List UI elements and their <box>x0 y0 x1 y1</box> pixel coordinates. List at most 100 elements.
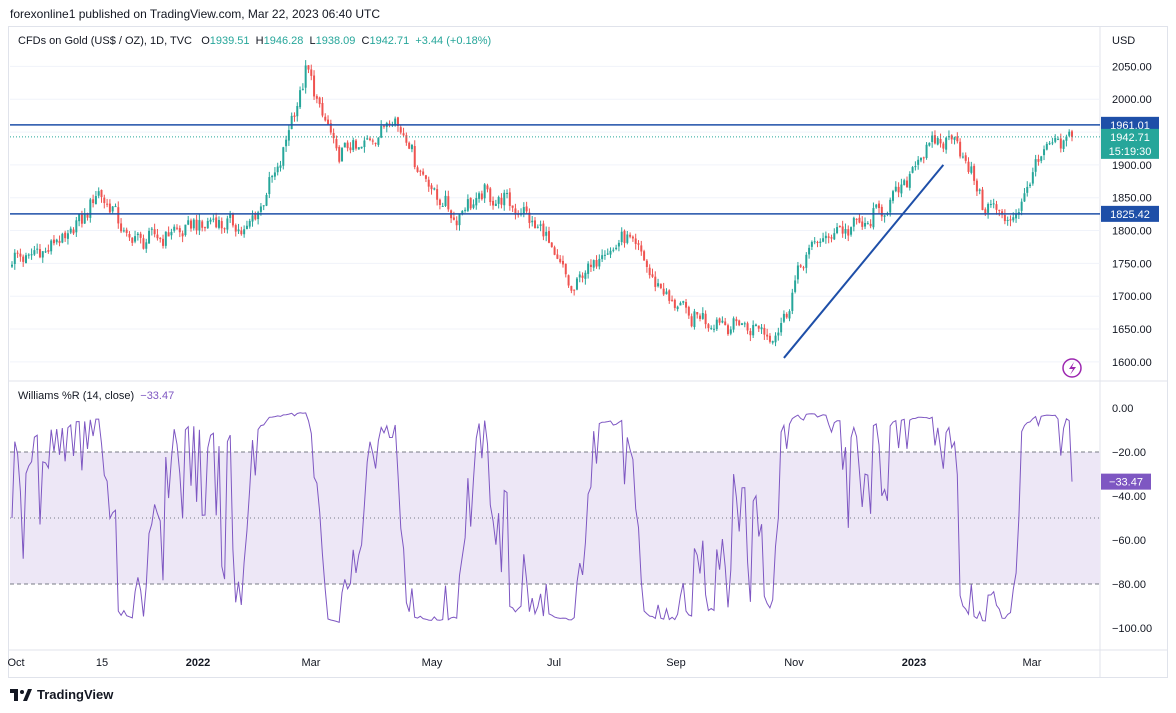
candle-body <box>810 241 813 247</box>
candle-body <box>578 274 581 278</box>
candle-body <box>878 203 881 209</box>
candle-body <box>97 191 100 196</box>
candle-body <box>374 142 377 144</box>
candle-body <box>120 223 123 232</box>
candle-body <box>919 157 922 161</box>
candle-body <box>503 192 506 206</box>
candle-body <box>78 214 81 222</box>
candle-body <box>1020 201 1023 211</box>
high-value: 1946.28 <box>263 35 304 47</box>
candle-body <box>847 229 850 236</box>
footer-brand[interactable]: TradingView <box>10 687 113 702</box>
williams-value-badge-text: −33.47 <box>1109 477 1143 489</box>
candle-body <box>648 267 651 276</box>
candle-body <box>547 231 550 243</box>
candle-body <box>217 219 220 228</box>
candle-body <box>212 218 215 220</box>
candle-body <box>472 204 475 208</box>
candle-body <box>1051 142 1054 144</box>
williams-tick-label: −60.00 <box>1112 535 1146 547</box>
candle-body <box>215 217 218 228</box>
candle-body <box>259 206 262 212</box>
candle-body <box>58 240 61 243</box>
candle-body <box>760 327 763 330</box>
candle-body <box>444 195 447 206</box>
candle-body <box>24 255 27 264</box>
candle-body <box>595 260 598 267</box>
candle-body <box>167 232 170 237</box>
candle-body <box>402 133 405 136</box>
open-label: O <box>201 35 210 47</box>
candle-body <box>349 147 352 151</box>
candle-body <box>492 200 495 206</box>
williams-tick-label: −20.00 <box>1112 447 1146 459</box>
candle-body <box>956 136 959 142</box>
candle-body <box>262 205 265 207</box>
candle-body <box>438 199 441 206</box>
candle-body <box>357 147 360 150</box>
candle-body <box>928 142 931 146</box>
candle-body <box>433 188 436 190</box>
candle-body <box>371 140 374 142</box>
candle-body <box>508 192 511 206</box>
time-tick-label: Sep <box>666 657 686 669</box>
candle-body <box>223 228 226 230</box>
candle-body <box>360 146 363 149</box>
candle-body <box>738 320 741 326</box>
indicator-name: Williams %R (14, close) <box>18 390 135 402</box>
candle-body <box>341 148 344 162</box>
williams-tick-label: −40.00 <box>1112 491 1146 503</box>
candle-body <box>587 263 590 274</box>
candle-body <box>240 230 243 235</box>
candle-body <box>198 220 201 231</box>
candle-body <box>850 227 853 235</box>
candle-body <box>1068 131 1071 136</box>
candle-body <box>844 229 847 234</box>
low-label: L <box>309 35 316 47</box>
candle-body <box>542 223 545 237</box>
candle-body <box>704 313 707 325</box>
candle-body <box>257 212 260 220</box>
candle-body <box>925 144 928 158</box>
countdown-text: 15:19:30 <box>1109 146 1152 158</box>
candle-body <box>1003 215 1006 222</box>
candle-body <box>377 137 380 145</box>
candle-body <box>83 213 86 224</box>
candle-body <box>396 117 399 127</box>
candle-body <box>290 115 293 130</box>
candle-body <box>900 184 903 194</box>
candle-body <box>170 231 173 236</box>
candle-body <box>178 228 181 233</box>
candle-body <box>567 275 570 286</box>
candle-body <box>287 130 290 141</box>
candle-body <box>777 332 780 336</box>
candle-body <box>494 203 497 206</box>
candle-body <box>620 231 623 243</box>
candle-body <box>36 248 39 250</box>
candle-body <box>1062 140 1065 149</box>
candle-body <box>931 135 934 143</box>
price-tick-label: 2050.00 <box>1112 61 1152 73</box>
candle-body <box>643 251 646 261</box>
williams-tick-label: 0.00 <box>1112 403 1133 415</box>
candle-body <box>108 203 111 213</box>
candle-body <box>366 138 369 140</box>
candle-body <box>304 65 307 88</box>
candle-body <box>872 208 875 228</box>
candle-body <box>715 319 718 330</box>
candle-body <box>142 238 145 249</box>
williams-tick-label: −80.00 <box>1112 579 1146 591</box>
candle-body <box>131 237 134 243</box>
candle-body <box>52 239 55 244</box>
candle-body <box>405 135 408 143</box>
candle-body <box>690 316 693 327</box>
candle-body <box>145 242 148 249</box>
candle-body <box>774 335 777 343</box>
price-legend: CFDs on Gold (US$ / OZ), 1D, TVC O1939.5… <box>18 35 491 47</box>
time-tick-label: 2023 <box>902 657 926 669</box>
candle-body <box>699 315 702 319</box>
candle-body <box>827 236 830 238</box>
candle-body <box>726 325 729 335</box>
candle-body <box>581 275 584 278</box>
